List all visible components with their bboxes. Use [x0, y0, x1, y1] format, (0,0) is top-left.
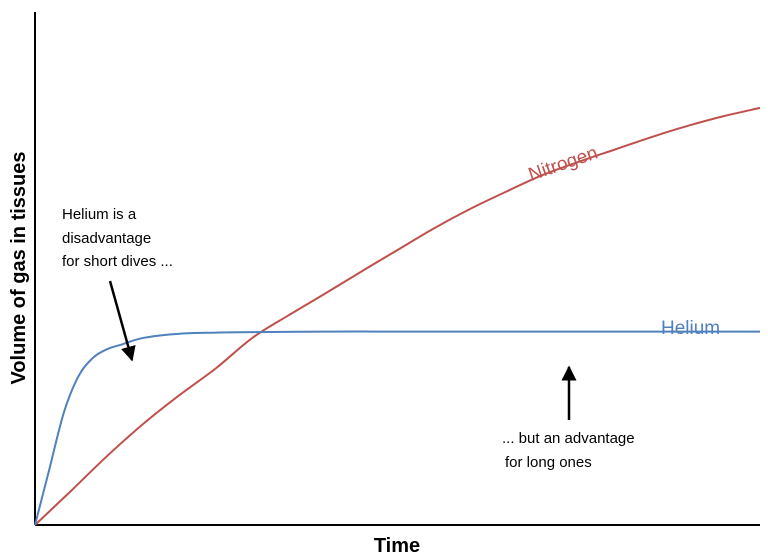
annotation-short-dives-line-3: for short dives ...: [62, 253, 173, 270]
nitrogen-series-line: [34, 106, 761, 526]
helium-series-label: Helium: [661, 318, 720, 339]
annotation-long-dives-line-2: for long ones: [505, 454, 592, 471]
short-dives-arrow: [108, 280, 136, 362]
annotation-long-dives: ... but an advantage for long ones: [502, 365, 635, 471]
annotation-short-dives: Helium is a disadvantage for short dives…: [62, 206, 173, 362]
annotation-short-dives-line-2: disadvantage: [62, 230, 151, 247]
annotation-short-dives-line-1: Helium is a: [62, 206, 137, 223]
x-axis-title: Time: [374, 535, 420, 557]
y-axis-title: Volume of gas in tissues: [8, 151, 30, 384]
axes: [34, 12, 760, 526]
nitrogen-series-label: Nitrogen: [526, 142, 601, 185]
annotation-long-dives-line-1: ... but an advantage: [502, 430, 635, 447]
helium-series-line: [34, 330, 760, 526]
